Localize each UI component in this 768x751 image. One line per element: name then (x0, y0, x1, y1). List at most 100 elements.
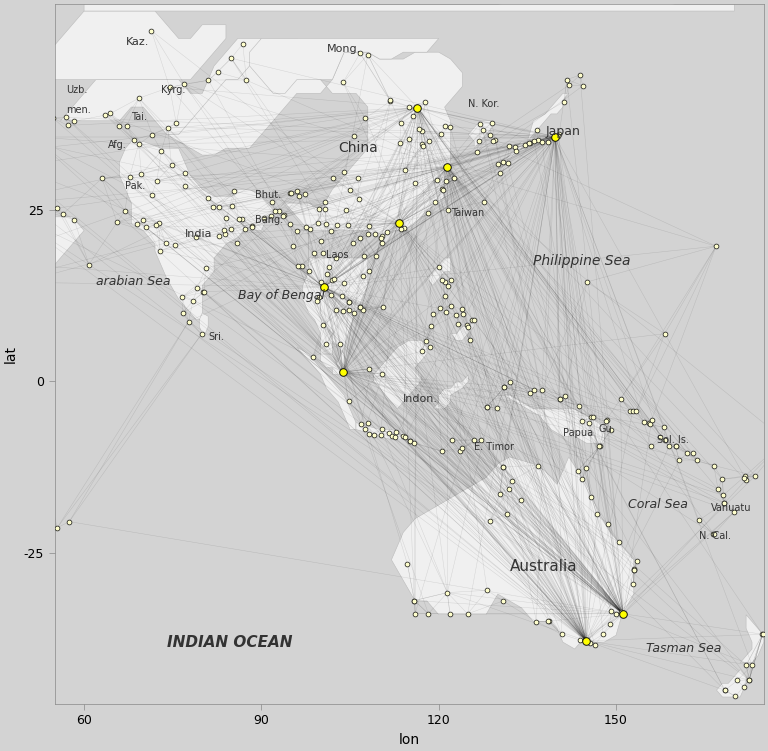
Polygon shape (427, 258, 451, 285)
Point (524, 137, 536, 149)
Point (357, 304, 369, 316)
Point (63, 516, 75, 528)
Point (454, 445, 466, 457)
Point (474, 118, 486, 130)
Point (133, 92, 145, 104)
Point (337, 366, 349, 379)
Point (719, 684, 731, 696)
Text: Kyrg.: Kyrg. (161, 85, 185, 95)
Point (522, 137, 535, 149)
Text: Bay of Bengal: Bay of Bengal (238, 289, 325, 302)
Polygon shape (451, 320, 474, 340)
Point (531, 124, 544, 136)
Polygon shape (297, 347, 356, 430)
Point (530, 616, 542, 628)
Polygon shape (61, 38, 261, 134)
Point (658, 434, 670, 446)
Point (236, 213, 248, 225)
Polygon shape (433, 375, 468, 409)
Point (376, 230, 389, 242)
Point (119, 204, 131, 216)
Point (370, 249, 382, 261)
Point (338, 277, 350, 289)
Point (315, 235, 327, 247)
Point (187, 295, 199, 307)
Point (627, 564, 640, 576)
Point (561, 74, 573, 86)
Point (425, 320, 438, 332)
X-axis label: lon: lon (399, 733, 420, 746)
Point (415, 345, 428, 357)
Point (353, 194, 365, 206)
Point (408, 437, 420, 449)
Point (0, 204, 12, 216)
Point (124, 170, 136, 182)
Polygon shape (740, 614, 764, 662)
Point (419, 96, 432, 108)
Point (160, 237, 172, 249)
Point (403, 133, 415, 145)
Point (456, 303, 468, 315)
Point (325, 225, 337, 237)
Point (257, 212, 270, 224)
Polygon shape (498, 395, 604, 443)
Point (549, 131, 561, 143)
Point (631, 555, 643, 567)
Point (659, 327, 671, 339)
Point (319, 196, 331, 208)
Point (494, 487, 506, 499)
Point (670, 440, 682, 452)
Point (552, 130, 564, 142)
Point (228, 185, 240, 198)
Point (51, 202, 63, 214)
Point (542, 136, 554, 148)
Point (389, 431, 402, 443)
Point (708, 528, 720, 540)
Point (498, 382, 511, 394)
Point (601, 414, 613, 426)
Point (337, 304, 349, 316)
Point (435, 128, 447, 140)
Polygon shape (468, 121, 492, 148)
Point (627, 578, 640, 590)
Text: arabian Sea: arabian Sea (96, 276, 170, 288)
Point (712, 483, 724, 495)
Point (548, 131, 560, 143)
Point (497, 460, 509, 472)
Point (452, 318, 465, 330)
Point (219, 228, 231, 240)
Point (576, 415, 588, 427)
Point (380, 226, 392, 238)
Point (353, 232, 366, 244)
Point (269, 204, 281, 216)
Point (343, 303, 355, 315)
Point (594, 440, 606, 452)
Polygon shape (250, 38, 439, 93)
Point (68, 115, 81, 127)
Point (233, 213, 245, 225)
Point (239, 224, 251, 236)
Point (584, 637, 596, 649)
Text: Tai.: Tai. (131, 113, 147, 122)
Point (614, 605, 627, 617)
Point (439, 290, 451, 302)
Point (475, 433, 487, 445)
Point (422, 207, 434, 219)
Point (291, 225, 303, 237)
Point (352, 171, 364, 183)
Point (450, 309, 462, 321)
Point (691, 454, 703, 466)
Point (739, 470, 751, 482)
Point (416, 138, 429, 150)
Text: N. Kor.: N. Kor. (468, 98, 500, 109)
Polygon shape (161, 38, 462, 244)
Point (442, 204, 454, 216)
Point (317, 280, 329, 292)
Point (604, 617, 616, 629)
Point (673, 454, 685, 466)
Point (617, 608, 629, 620)
Point (610, 608, 622, 620)
Point (404, 436, 416, 448)
Point (162, 122, 174, 134)
Point (155, 145, 167, 157)
